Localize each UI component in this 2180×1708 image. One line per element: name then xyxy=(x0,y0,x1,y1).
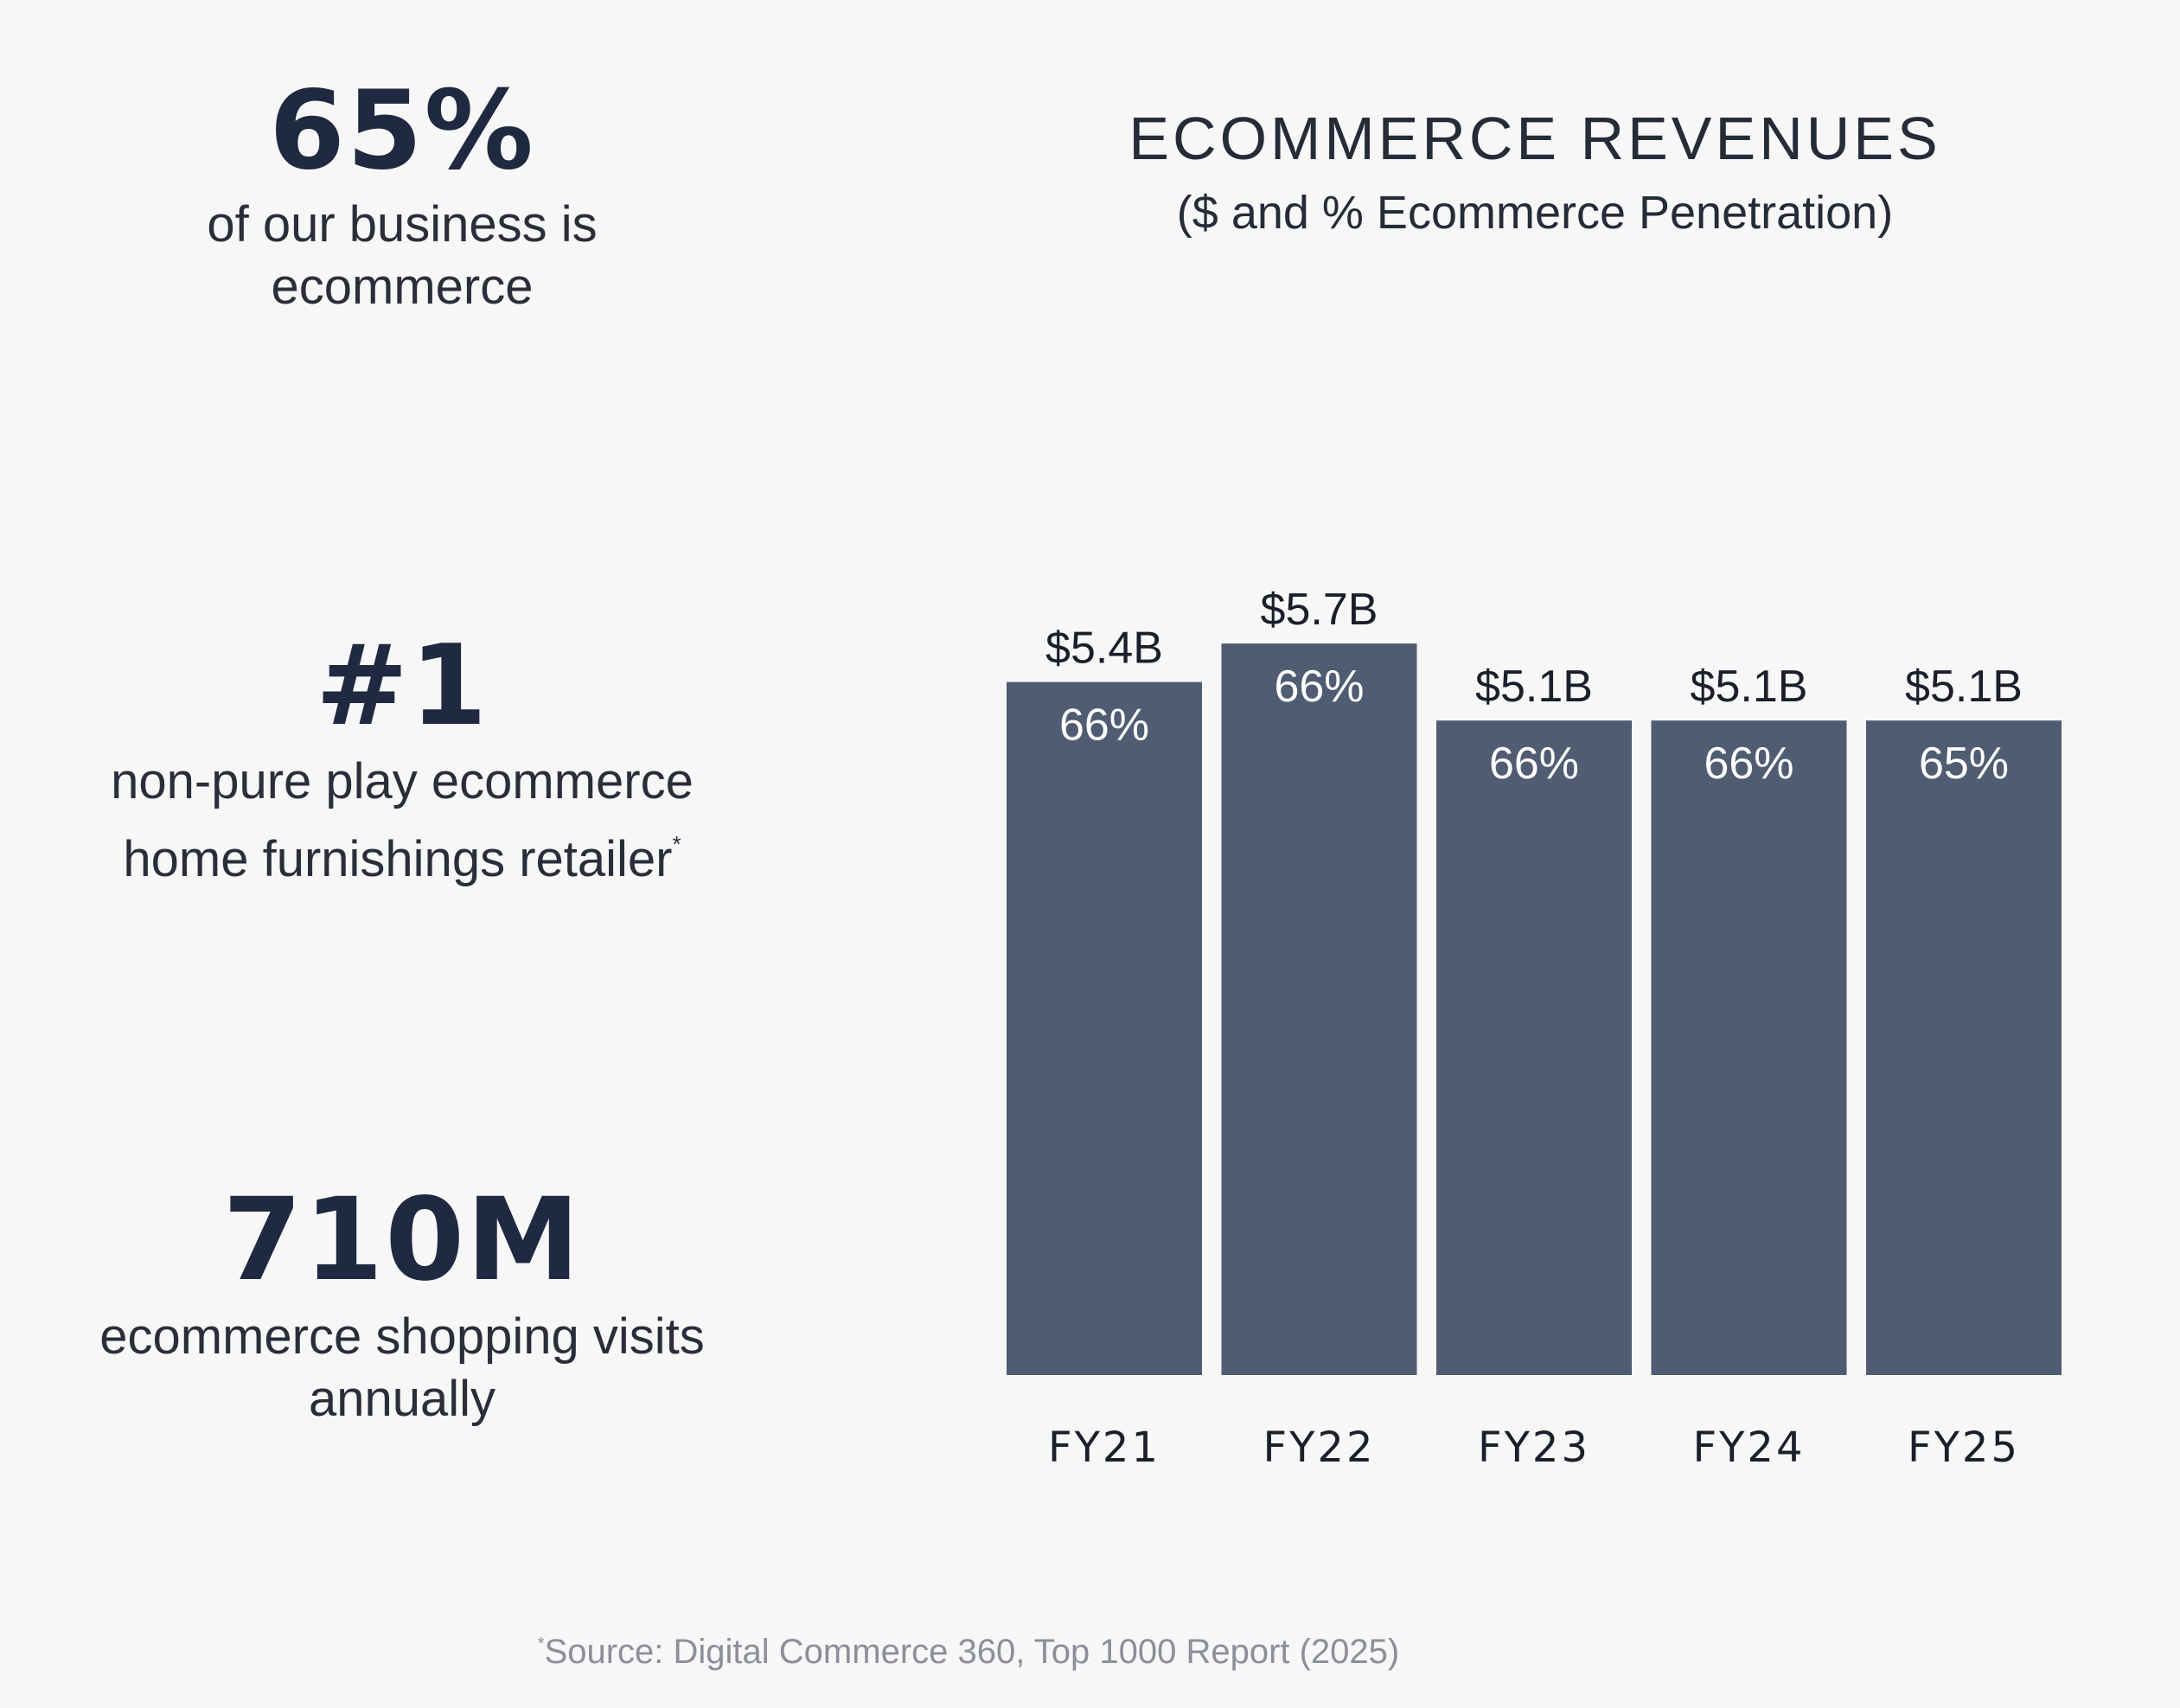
x-tick-label: FY25 xyxy=(1908,1423,2020,1472)
footnote-mark: * xyxy=(537,1634,545,1654)
bar-value-label: $5.7B xyxy=(1261,585,1378,635)
source-footnote: *Source: Digital Commerce 360, Top 1000 … xyxy=(0,1633,1937,1672)
x-tick-label: FY21 xyxy=(1048,1423,1160,1472)
bar-penetration-label: 66% xyxy=(1274,662,1364,712)
stat-description-line: of our business is xyxy=(207,196,598,253)
bar-value-label: $5.1B xyxy=(1905,662,2023,712)
bar-fy25 xyxy=(1866,720,2062,1375)
stat-value: 710M xyxy=(222,1174,582,1307)
bar-penetration-label: 66% xyxy=(1059,700,1149,751)
bar-fy23 xyxy=(1436,720,1632,1375)
x-tick-label: FY24 xyxy=(1692,1423,1805,1472)
stat-value: #1 xyxy=(315,622,489,751)
stat-ecommerce-share: 65% of our business is ecommerce xyxy=(0,76,804,318)
stat-description: ecommerce shopping visits annually xyxy=(0,1306,804,1430)
x-tick-label: FY22 xyxy=(1263,1423,1375,1472)
chart-subtitle: ($ and % Ecommerce Penetration) xyxy=(1176,187,1894,239)
footnote-mark: * xyxy=(672,831,681,857)
stat-visits: 710M ecommerce shopping visits annually xyxy=(0,1183,804,1430)
bar-fy22 xyxy=(1221,643,1417,1375)
bar-value-label: $5.4B xyxy=(1045,624,1163,674)
stat-description-line: ecommerce shopping visits xyxy=(99,1308,705,1365)
bar-value-label: $5.1B xyxy=(1691,662,1808,712)
stat-ranking: #1 non-pure play ecommerce home furnishi… xyxy=(0,631,804,891)
stat-description-line: home furnishings retailer xyxy=(123,831,673,887)
bar-penetration-label: 65% xyxy=(1919,739,2009,789)
stat-description-line: non-pure play ecommerce xyxy=(111,753,694,809)
x-tick-label: FY23 xyxy=(1478,1423,1590,1472)
bar-penetration-label: 66% xyxy=(1704,739,1793,789)
bar-value-label: $5.1B xyxy=(1475,662,1593,712)
chart-title: ECOMMERCE REVENUES xyxy=(1128,105,1941,172)
bar-fy21 xyxy=(1007,681,1202,1375)
bar-fy24 xyxy=(1651,720,1847,1375)
stat-description-line-with-mark: home furnishings retailer* xyxy=(0,813,804,891)
stat-description-line: annually xyxy=(308,1371,496,1427)
stat-value: 65% xyxy=(269,67,535,194)
bar-penetration-label: 66% xyxy=(1489,739,1579,789)
footnote-text: Source: Digital Commerce 360, Top 1000 R… xyxy=(544,1633,1400,1671)
stat-description: of our business is ecommerce xyxy=(0,194,804,318)
stat-description-line: ecommerce xyxy=(271,259,534,315)
stat-description: non-pure play ecommerce home furnishings… xyxy=(0,751,804,891)
